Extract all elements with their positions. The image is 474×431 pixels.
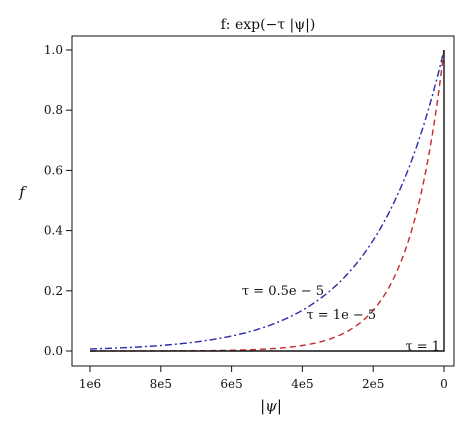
x-axis-label: |ψ| bbox=[260, 397, 282, 415]
annotations-layer: τ = 0.5e − 5 τ = 1e − 5 τ = 1 bbox=[242, 284, 440, 355]
series-line-tau-1e-5 bbox=[90, 49, 445, 352]
x-tick-label: 8e5 bbox=[150, 377, 172, 391]
annotation-tau-1e-5: τ = 1e − 5 bbox=[306, 308, 376, 323]
x-tick-label: 0 bbox=[440, 377, 448, 391]
y-tick-label: 0.2 bbox=[44, 284, 63, 298]
series-line-tau-1 bbox=[90, 50, 445, 352]
x-tick-label: 2e5 bbox=[362, 377, 384, 391]
x-axis-ticks: 1e6 8e5 6e5 4e5 2e5 0 bbox=[79, 366, 448, 391]
y-tick-label: 0.8 bbox=[44, 103, 63, 117]
x-tick-label: 4e5 bbox=[291, 377, 313, 391]
annotation-tau-1: τ = 1 bbox=[405, 339, 440, 354]
y-tick-label: 0.0 bbox=[44, 344, 63, 358]
x-tick-label: 6e5 bbox=[220, 377, 242, 391]
x-tick-label: 1e6 bbox=[79, 377, 101, 391]
series-layer bbox=[89, 49, 445, 352]
y-axis-ticks: 0.0 0.2 0.4 0.6 0.8 1.0 bbox=[44, 43, 72, 358]
y-axis-label: f bbox=[18, 183, 27, 201]
plot-frame bbox=[71, 35, 455, 367]
annotation-tau-0.5e-5: τ = 0.5e − 5 bbox=[242, 284, 324, 299]
series-line-tau-0.5e-5 bbox=[89, 49, 445, 350]
y-tick-label: 0.6 bbox=[44, 163, 63, 177]
chart-title: f: exp(−τ |ψ|) bbox=[221, 17, 316, 33]
y-tick-label: 1.0 bbox=[44, 43, 63, 57]
y-tick-label: 0.4 bbox=[44, 224, 63, 238]
